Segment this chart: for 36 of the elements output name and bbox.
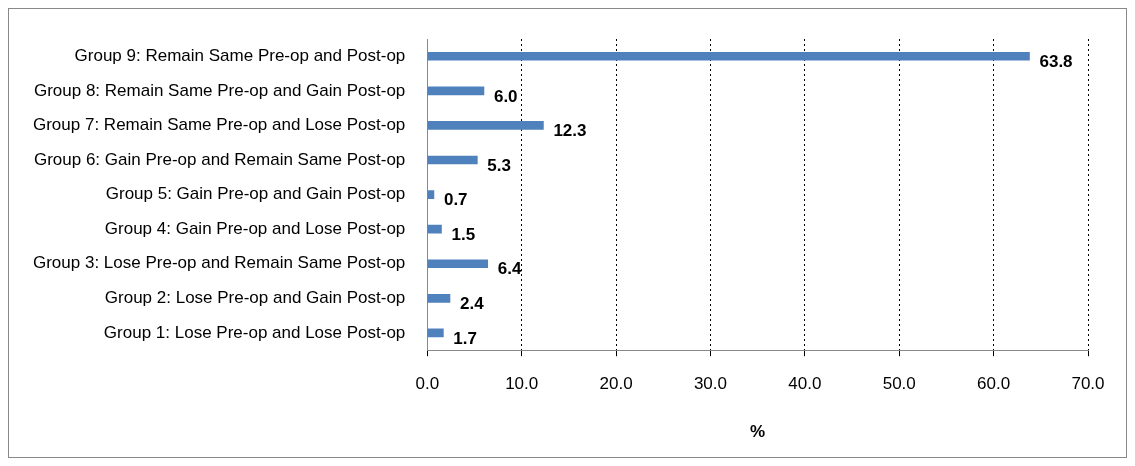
y-tick-label: Group 1: Lose Pre-op and Lose Post-op [103,322,406,342]
data-label: 6.4 [497,259,522,279]
x-tick-label: 0.0 [415,374,440,394]
data-label: 1.5 [451,224,476,244]
x-axis-title: % [750,422,766,442]
data-label: 1.7 [453,328,477,348]
y-tick-label: Group 4: Gain Pre-op and Lose Post-op [104,218,406,238]
data-label: 63.8 [1039,51,1073,71]
x-tick-label: 50.0 [882,374,916,394]
data-label: 6.0 [493,86,518,106]
y-tick-label: Group 7: Remain Same Pre-op and Lose Post-op [32,115,406,135]
bar [427,121,544,130]
data-label: 2.4 [459,294,485,314]
bar [427,259,489,269]
x-tick-label: 40.0 [788,374,822,394]
bar [427,224,442,234]
y-tick-label: Group 5: Gain Pre-op and Gain Post-op [105,184,406,204]
bar [427,86,485,96]
y-tick-label: Group 8: Remain Same Pre-op and Gain Post-op [33,80,406,100]
data-label: 5.3 [487,155,511,175]
bar [427,155,478,165]
bar [427,190,435,199]
x-tick-label: 20.0 [599,374,633,394]
y-tick-label: Group 6: Gain Pre-op and Remain Same Post-op [33,149,406,169]
y-tick-label: Group 9: Remain Same Pre-op and Post-op [74,45,406,65]
x-tick-label: 10.0 [505,374,539,394]
y-tick-label: Group 3: Lose Pre-op and Remain Same Post-op [32,253,406,273]
bar [427,328,444,338]
data-label: 0.7 [443,190,468,210]
bar [427,51,1030,61]
x-tick-label: 60.0 [977,374,1011,394]
x-tick-label: 70.0 [1071,374,1105,394]
data-label: 12.3 [553,121,587,141]
y-tick-label: Group 2: Lose Pre-op and Gain Post-op [104,288,406,308]
bar [427,294,451,303]
x-tick-label: 30.0 [693,374,728,394]
